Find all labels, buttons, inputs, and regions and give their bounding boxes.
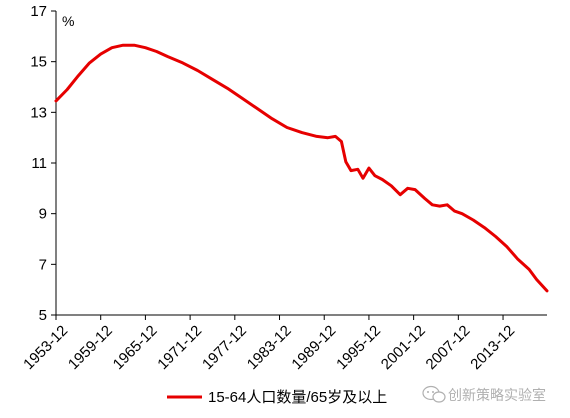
x-tick-label: 1977-12 <box>199 322 250 373</box>
x-axis: 1953-121959-121965-121971-121977-121983-… <box>20 314 547 373</box>
x-tick-label: 1959-12 <box>65 322 116 373</box>
series-line <box>54 43 549 293</box>
watermark-text: 创新策略实验室 <box>448 387 546 403</box>
chat-bubble-icon <box>422 385 446 403</box>
x-tick-label: 1971-12 <box>154 322 205 373</box>
x-tick-label: 1983-12 <box>244 322 295 373</box>
legend-label: 15-64人口数量/65岁及以上 <box>208 389 387 406</box>
y-tick-label: 17 <box>30 3 47 20</box>
x-tick-label: 1953-12 <box>20 322 71 373</box>
y-tick-label: 5 <box>39 307 47 324</box>
x-tick-label: 1995-12 <box>333 322 384 373</box>
y-tick-label: 11 <box>31 155 47 172</box>
x-tick-label: 1965-12 <box>110 322 161 373</box>
y-tick-label: 7 <box>39 256 47 273</box>
series-layer <box>54 43 549 293</box>
legend: 15-64人口数量/65岁及以上 <box>167 389 387 406</box>
x-tick-label: 2001-12 <box>378 322 429 373</box>
y-tick-label: 13 <box>30 104 47 121</box>
y-tick-label: 15 <box>30 54 47 71</box>
x-tick-label: 1989-12 <box>288 322 339 373</box>
y-tick-label: 9 <box>39 206 47 223</box>
y-axis: 5 7 9 11 13 15 17 <box>30 3 57 324</box>
x-tick-label: 2007-12 <box>423 322 474 373</box>
x-tick-label: 2013-12 <box>467 322 518 373</box>
watermark: 创新策略实验室 <box>422 385 546 403</box>
y-unit-label: % <box>62 13 74 29</box>
